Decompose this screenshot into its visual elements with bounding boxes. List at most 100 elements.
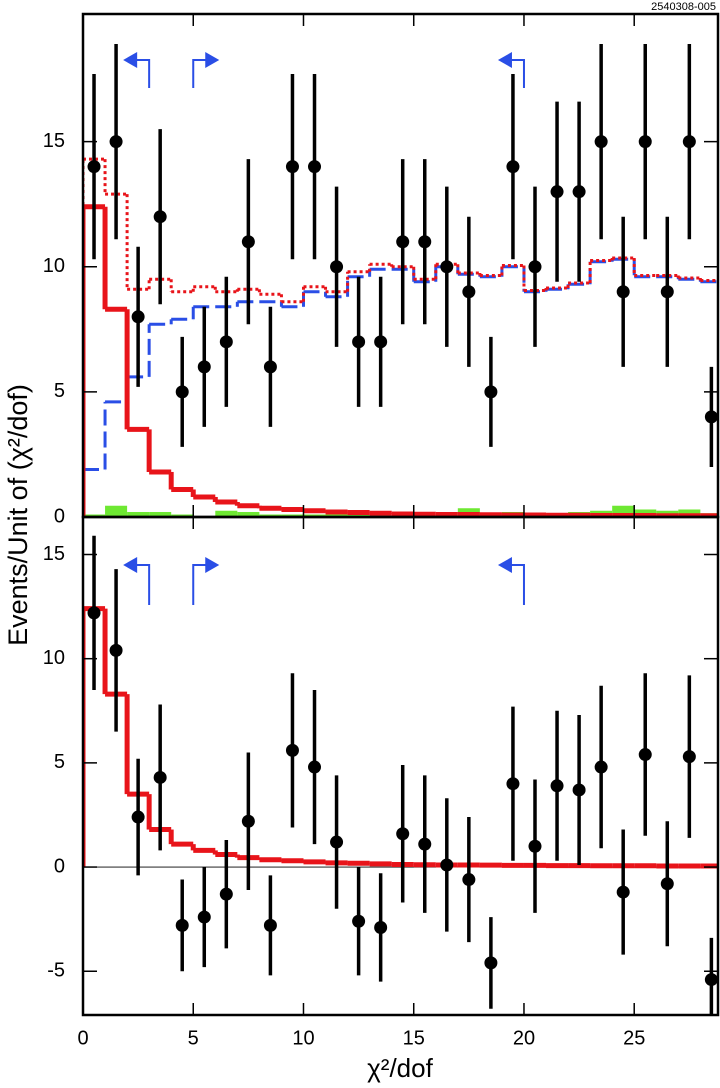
data-point <box>440 260 454 274</box>
y-tick-label: 5 <box>54 751 65 773</box>
data-point <box>131 810 145 824</box>
data-point <box>352 914 366 928</box>
cut-arrow-head <box>497 52 512 68</box>
histogram-bar <box>259 514 282 517</box>
x-tick-label: 25 <box>623 1027 645 1049</box>
data-point <box>374 920 388 934</box>
data-point <box>219 887 233 901</box>
histogram-bar <box>171 514 194 517</box>
y-tick-label: 0 <box>54 855 65 877</box>
data-point <box>660 285 674 299</box>
data-point <box>616 285 630 299</box>
histogram-bar <box>281 514 304 517</box>
histogram-bar <box>347 514 370 517</box>
data-point <box>87 606 101 620</box>
plot-frame <box>81 515 720 1017</box>
data-point <box>418 235 432 249</box>
data-point <box>572 783 586 797</box>
data-point <box>660 877 674 891</box>
data-point <box>506 777 520 791</box>
histogram-bar <box>303 514 326 517</box>
data-point <box>153 770 167 784</box>
data-point <box>285 743 299 757</box>
data-point <box>704 973 718 987</box>
data-point <box>175 918 189 932</box>
data-point <box>131 310 145 324</box>
data-point <box>197 360 211 374</box>
cut-arrow-head <box>123 52 138 68</box>
cut-arrow-head <box>205 557 220 573</box>
data-point <box>528 839 542 853</box>
x-tick-label: 20 <box>513 1027 535 1049</box>
histogram-bar <box>105 505 128 517</box>
data-point <box>87 160 101 174</box>
cut-arrow <box>507 564 525 605</box>
data-point <box>594 135 608 149</box>
data-point <box>285 160 299 174</box>
y-tick-label: 0 <box>54 505 65 527</box>
data-point <box>550 779 564 793</box>
y-tick-label: 10 <box>43 255 65 277</box>
data-point <box>418 837 432 851</box>
data-point <box>396 235 410 249</box>
data-point <box>506 160 520 174</box>
data-point <box>241 814 255 828</box>
data-point <box>440 858 454 872</box>
histogram-bar <box>325 514 348 517</box>
data-point <box>638 748 652 762</box>
y-tick-label: 10 <box>43 647 65 669</box>
x-tick-label: 0 <box>77 1027 88 1049</box>
histogram-bar <box>215 510 238 517</box>
cut-arrow-head <box>497 557 512 573</box>
data-point <box>352 335 366 349</box>
histogram-bar <box>237 511 260 517</box>
cut-arrow <box>133 564 151 605</box>
data-point <box>330 260 344 274</box>
data-point <box>462 285 476 299</box>
x-tick-label: 5 <box>188 1027 199 1049</box>
data-point <box>638 135 652 149</box>
data-point <box>484 956 498 970</box>
y-tick-label: 5 <box>54 380 65 402</box>
data-point <box>263 918 277 932</box>
data-point <box>528 260 542 274</box>
data-point <box>682 750 696 764</box>
histogram-bar <box>678 509 701 517</box>
x-tick-label: 10 <box>292 1027 314 1049</box>
data-point <box>109 135 123 149</box>
data-point <box>704 410 718 424</box>
data-point <box>484 385 498 399</box>
y-axis-label: Events/Unit of (χ²/dof) <box>3 384 33 646</box>
cut-arrow <box>133 59 151 88</box>
data-point <box>330 835 344 849</box>
data-point <box>308 760 322 774</box>
plot-area <box>83 535 718 1015</box>
data-point <box>153 210 167 224</box>
x-axis-label: χ²/dof <box>367 1053 433 1083</box>
histogram-bar <box>612 505 635 517</box>
cut-arrow <box>192 564 210 605</box>
data-point <box>682 135 696 149</box>
histogram-bar <box>149 511 172 517</box>
cut-arrow-head <box>205 52 220 68</box>
data-point <box>374 335 388 349</box>
data-point <box>550 185 564 199</box>
histogram-bar <box>127 511 150 517</box>
figure-id: 2540308-005 <box>651 1 716 13</box>
data-point <box>616 885 630 899</box>
data-point <box>572 185 586 199</box>
cut-arrow <box>507 59 525 88</box>
cut-arrow-head <box>123 557 138 573</box>
cut-arrow <box>192 59 210 88</box>
data-point <box>175 385 189 399</box>
histogram-bar <box>83 514 106 517</box>
data-point <box>109 643 123 657</box>
y-tick-label: 15 <box>43 130 65 152</box>
y-tick-label: -5 <box>47 960 65 982</box>
data-point <box>396 827 410 841</box>
data-point <box>219 335 233 349</box>
data-point <box>594 760 608 774</box>
data-point <box>197 910 211 924</box>
